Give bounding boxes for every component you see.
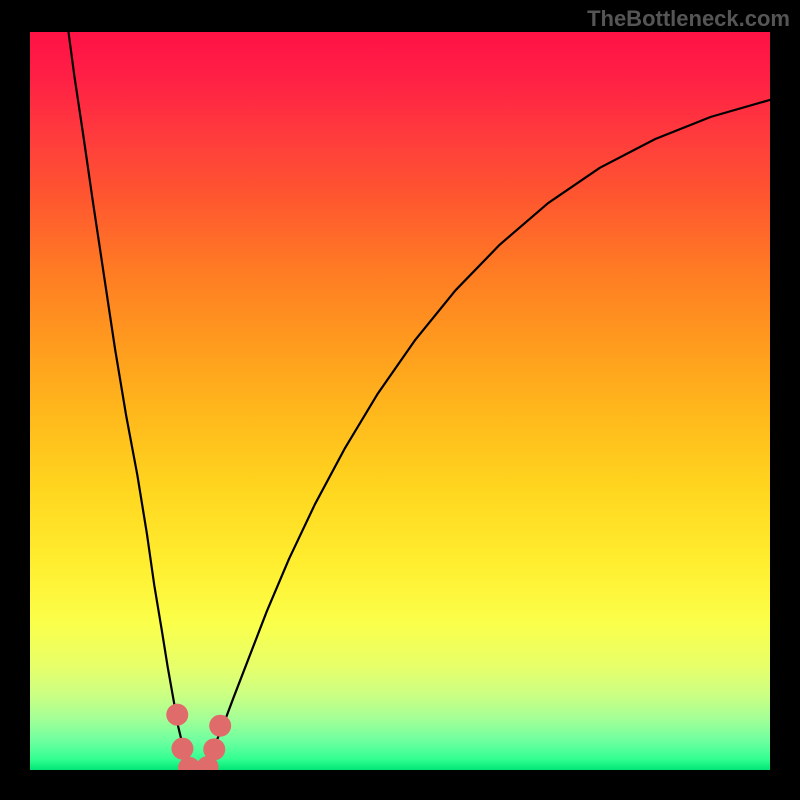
- data-marker: [203, 738, 225, 760]
- bottleneck-curve: [68, 32, 770, 770]
- chart-container: TheBottleneck.com: [0, 0, 800, 800]
- data-marker: [166, 704, 188, 726]
- marker-group: [166, 704, 231, 770]
- curve-layer: [30, 32, 770, 770]
- data-marker: [209, 715, 231, 737]
- plot-area: [30, 32, 770, 770]
- data-marker: [171, 738, 193, 760]
- watermark-text: TheBottleneck.com: [587, 6, 790, 32]
